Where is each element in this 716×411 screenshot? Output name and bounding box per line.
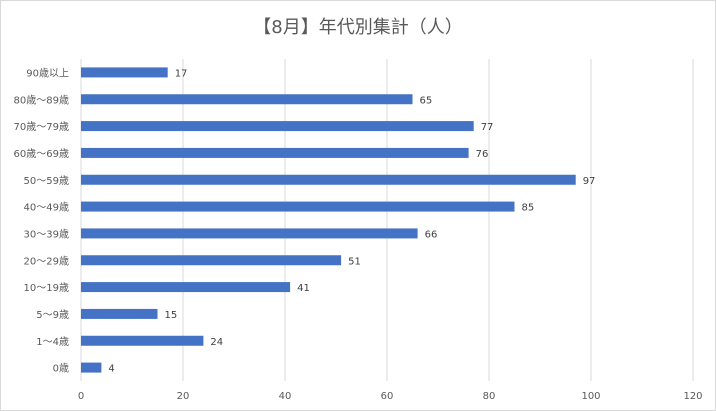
category-label-3: 60歳～69歳 [14, 148, 69, 160]
grid-layer [80, 59, 694, 381]
bar-5 [81, 201, 515, 212]
category-label-11: 0歳 [53, 363, 69, 375]
x-tick-label-6: 120 [683, 391, 702, 402]
category-label-7: 20～29歳 [24, 255, 69, 267]
bar-4 [81, 174, 576, 185]
bar-layer [81, 67, 576, 373]
bar-0 [81, 67, 168, 78]
category-label-10: 1～4歳 [36, 336, 69, 348]
bar-10 [81, 335, 204, 346]
bar-1 [81, 94, 413, 105]
category-label-5: 40～49歳 [24, 202, 69, 214]
bar-8 [81, 282, 291, 293]
data-label-7: 51 [348, 256, 361, 267]
data-label-3: 76 [476, 149, 489, 160]
chart-title: 【8月】年代別集計（人） [253, 17, 463, 38]
category-label-6: 30～39歳 [24, 228, 69, 240]
data-label-10: 24 [210, 337, 223, 348]
data-label-4: 97 [583, 176, 596, 187]
x-tick-label-4: 80 [483, 391, 496, 402]
data-label-9: 15 [165, 310, 178, 321]
x-tick-label-1: 20 [177, 391, 190, 402]
x-tick-label-2: 40 [279, 391, 292, 402]
x-tick-label-3: 60 [381, 391, 394, 402]
data-label-2: 77 [481, 122, 494, 133]
bar-11 [81, 362, 102, 373]
category-label-8: 10～19歳 [24, 282, 69, 294]
category-label-4: 50～59歳 [24, 175, 69, 187]
bar-6 [81, 228, 418, 239]
bar-9 [81, 308, 158, 319]
data-label-5: 85 [522, 203, 535, 214]
category-label-1: 80歳～89歳 [14, 94, 69, 106]
data-label-11: 4 [108, 364, 114, 375]
bar-3 [81, 147, 469, 158]
data-label-0: 17 [175, 68, 188, 79]
data-label-1: 65 [420, 95, 433, 106]
data-label-8: 41 [297, 283, 310, 294]
label-layer: 0 20 40 60 80 100 120 90歳以上 17 80歳～89歳 65 70歳～79歳 77… [14, 67, 703, 402]
bar-7 [81, 255, 342, 266]
bar-2 [81, 121, 474, 132]
x-tick-label-0: 0 [78, 391, 84, 402]
x-tick-label-5: 100 [581, 391, 600, 402]
category-label-0: 90歳以上 [26, 67, 69, 79]
category-label-2: 70歳～79歳 [14, 121, 69, 133]
data-label-6: 66 [425, 229, 438, 240]
category-label-9: 5～9歳 [36, 309, 69, 321]
